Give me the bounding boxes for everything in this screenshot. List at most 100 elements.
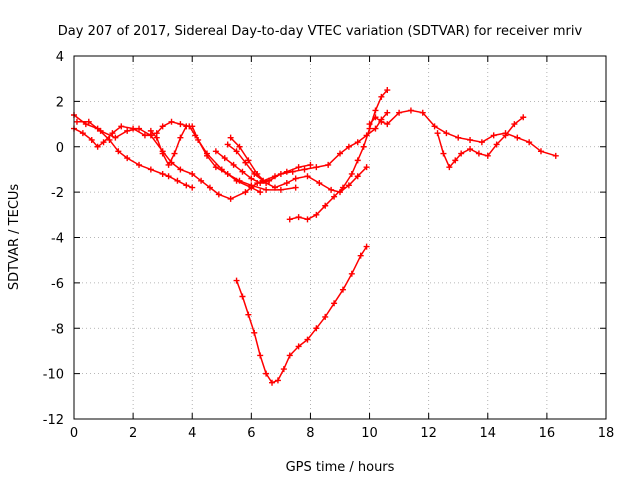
data-point (366, 121, 373, 128)
data-point (304, 216, 311, 223)
data-point (384, 87, 391, 94)
data-point (363, 243, 370, 250)
data-point (97, 127, 104, 134)
data-point (147, 166, 154, 173)
data-point (263, 186, 270, 193)
data-point (79, 130, 86, 137)
data-point (198, 177, 205, 184)
data-point (147, 127, 154, 134)
data-point (339, 184, 346, 191)
data-point (431, 123, 438, 130)
data-point (286, 216, 293, 223)
x-tick-label: 0 (70, 426, 78, 441)
data-point (396, 109, 403, 116)
data-point (236, 143, 243, 150)
y-axis-label: SDTVAR / TECUs (7, 184, 22, 291)
data-point (345, 143, 352, 150)
data-point (189, 184, 196, 191)
data-point (239, 168, 246, 175)
data-point (384, 109, 391, 116)
data-point (177, 166, 184, 173)
data-point (277, 186, 284, 193)
data-point (289, 168, 296, 175)
data-point (484, 152, 491, 159)
x-tick-label: 12 (420, 426, 437, 441)
data-point (100, 139, 107, 146)
data-point (316, 180, 323, 187)
data-point (348, 270, 355, 277)
x-tick-label: 6 (247, 426, 255, 441)
data-point (204, 152, 210, 159)
data-point (295, 164, 302, 171)
x-tick-label: 16 (539, 426, 556, 441)
data-point (183, 182, 190, 189)
data-point (224, 141, 231, 148)
data-point (339, 286, 346, 293)
data-point (514, 134, 521, 141)
data-point (233, 148, 240, 155)
data-point (313, 211, 320, 218)
data-point (153, 134, 160, 141)
data-point (292, 175, 299, 182)
data-point (280, 366, 287, 373)
data-point (407, 107, 414, 114)
data-point (141, 132, 148, 139)
data-point (277, 170, 284, 177)
series-line (436, 116, 524, 168)
data-point (286, 352, 293, 359)
data-point (242, 159, 249, 166)
series-track-6 (224, 141, 314, 184)
data-point (177, 134, 184, 141)
data-point (269, 379, 276, 386)
data-point (257, 189, 264, 196)
x-tick-label: 8 (306, 426, 314, 441)
data-point (165, 173, 172, 180)
data-point (455, 134, 462, 141)
data-point (490, 132, 497, 139)
data-point (526, 139, 533, 146)
data-point (159, 123, 166, 130)
data-point (242, 189, 249, 196)
data-point (227, 134, 234, 141)
y-tick-label: -4 (51, 232, 64, 247)
x-tick-label: 2 (129, 426, 137, 441)
data-point (537, 148, 544, 155)
data-point (115, 148, 122, 155)
data-point (106, 136, 113, 143)
data-point (372, 114, 379, 121)
data-point (245, 311, 252, 318)
data-point (212, 164, 219, 171)
data-point (419, 109, 426, 116)
data-point (274, 377, 281, 384)
grid (74, 56, 606, 419)
data-point (230, 161, 237, 168)
data-point (322, 202, 329, 209)
y-tick-label: -12 (43, 413, 64, 428)
data-point (354, 139, 361, 146)
y-tick-label: -2 (51, 186, 64, 201)
data-point (328, 186, 335, 193)
data-point (478, 139, 485, 146)
series-line (289, 89, 389, 221)
data-point (313, 325, 320, 332)
axis-ticks: 0 2 4 6 8 10 12 14 16 18 -12 -10 -8 -6 -4 -2 0 2 4 (43, 50, 615, 441)
data-point (520, 114, 527, 121)
data-point (511, 121, 518, 128)
data-point (292, 184, 299, 191)
data-point (337, 150, 343, 157)
data-point (124, 155, 131, 162)
data-point (263, 370, 270, 377)
data-point (124, 127, 131, 134)
series-track-11 (233, 243, 370, 386)
series-line (73, 121, 261, 193)
data-point (233, 277, 240, 284)
data-point (88, 136, 95, 143)
data-point (372, 107, 379, 114)
data-point (357, 252, 364, 259)
data-point (493, 141, 500, 148)
data-point (443, 130, 450, 137)
data-point (295, 343, 302, 350)
y-tick-label: -8 (51, 322, 64, 337)
data-point (136, 161, 143, 168)
data-point (378, 93, 385, 100)
